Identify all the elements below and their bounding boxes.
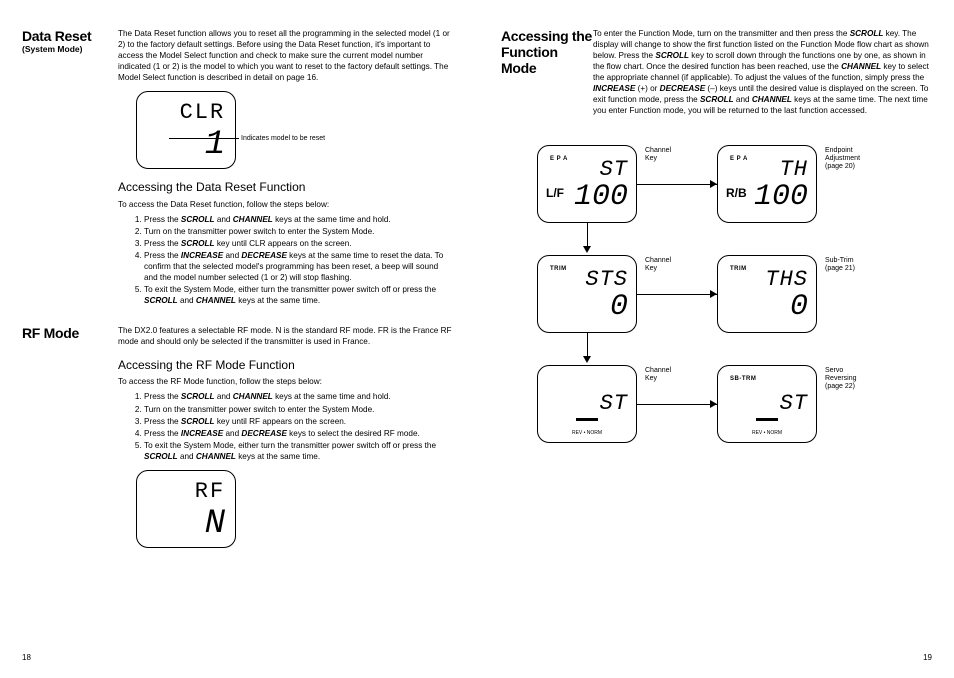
- section-label: Data Reset (System Mode): [22, 28, 118, 307]
- steps-list-rf: Press the SCROLL and CHANNEL keys at the…: [118, 391, 453, 461]
- connector: [637, 404, 717, 405]
- lcd-annotation: Indicates model to be reset: [241, 134, 325, 143]
- flowchart: E P A ST L/F 100 E P A TH R/B 100 TRIM S…: [527, 145, 907, 465]
- bar-icon: [756, 418, 778, 421]
- connector: [587, 223, 588, 248]
- rf-mode-section: RF Mode The DX2.0 features a selectable …: [22, 325, 453, 558]
- lcd-main: N: [147, 507, 225, 541]
- lcd-rf: RF N: [136, 470, 236, 548]
- page-number: 19: [923, 653, 932, 662]
- lcd-top: RF: [147, 477, 225, 507]
- connector: [637, 184, 717, 185]
- tiny-label: REV • NORM: [538, 430, 636, 436]
- flow-box-trim-sts: TRIM STS 0: [537, 255, 637, 333]
- mini-label: TRIM: [550, 266, 648, 272]
- section-subtitle: (System Mode): [22, 44, 118, 54]
- lead-text: To access the RF Mode function, follow t…: [118, 376, 453, 387]
- step-item: Press the SCROLL and CHANNEL keys at the…: [144, 391, 453, 402]
- sub-heading: Accessing the RF Mode Function: [118, 357, 453, 373]
- flow-box-sbtrm-st-l: ST REV • NORM: [537, 365, 637, 443]
- page-18: Data Reset (System Mode) The Data Reset …: [22, 28, 477, 660]
- sub-heading: Accessing the Data Reset Function: [118, 179, 453, 195]
- intro-text: The DX2.0 features a selectable RF mode.…: [118, 325, 453, 347]
- arrow-right-icon: [710, 290, 717, 298]
- step-item: Press the SCROLL key until CLR appears o…: [144, 238, 453, 249]
- bar-icon: [576, 418, 598, 421]
- step-item: To exit the System Mode, either turn the…: [144, 284, 453, 306]
- page-19: Accessing the Function Mode To enter the…: [477, 28, 932, 660]
- note-servo: Servo Reversing (page 22): [825, 367, 857, 392]
- box-lf: L/F: [546, 186, 564, 200]
- flow-box-epa-th: E P A TH R/B 100: [717, 145, 817, 223]
- step-item: Press the INCREASE and DECREASE keys to …: [144, 428, 453, 439]
- box-huge: 0: [726, 294, 808, 321]
- tiny-label: REV • NORM: [718, 430, 816, 436]
- box-huge: 0: [546, 294, 628, 321]
- section-label: Accessing the Function Mode: [501, 28, 593, 121]
- box-big: ST: [546, 391, 628, 416]
- step-item: Turn on the transmitter power switch to …: [144, 226, 453, 237]
- function-mode-section: Accessing the Function Mode To enter the…: [501, 28, 932, 121]
- note-channel-key-3: Channel Key: [645, 367, 671, 384]
- mini-label: E P A: [550, 156, 648, 162]
- box-lf: R/B: [726, 186, 747, 200]
- section-body: The Data Reset function allows you to re…: [118, 28, 453, 307]
- lcd-clr: CLR 1 Indicates model to be reset: [136, 91, 236, 169]
- arrow-down-icon: [583, 356, 591, 363]
- step-item: Turn on the transmitter power switch to …: [144, 404, 453, 415]
- section-title: RF Mode: [22, 325, 118, 341]
- box-big: ST: [726, 391, 808, 416]
- step-item: Press the INCREASE and DECREASE keys at …: [144, 250, 453, 283]
- data-reset-section: Data Reset (System Mode) The Data Reset …: [22, 28, 453, 307]
- lcd-top: CLR: [147, 98, 225, 128]
- mini-label: SB-TRM: [730, 376, 828, 382]
- intro-text: The Data Reset function allows you to re…: [118, 28, 453, 83]
- section-title: Accessing the Function Mode: [501, 28, 593, 76]
- arrow-right-icon: [710, 180, 717, 188]
- mini-label: TRIM: [730, 266, 828, 272]
- step-item: To exit the System Mode, either turn the…: [144, 440, 453, 462]
- intro-text: To enter the Function Mode, turn on the …: [593, 28, 932, 117]
- arrow-down-icon: [583, 246, 591, 253]
- section-title: Data Reset: [22, 28, 118, 44]
- note-channel-key-1: Channel Key: [645, 147, 671, 164]
- connector: [587, 333, 588, 358]
- flow-box-trim-ths: TRIM THS 0: [717, 255, 817, 333]
- connector: [637, 294, 717, 295]
- lcd-main: 1: [147, 128, 225, 162]
- step-item: Press the SCROLL key until RF appears on…: [144, 416, 453, 427]
- note-endpoint: Endpoint Adjustment (page 20): [825, 147, 860, 172]
- note-channel-key-2: Channel Key: [645, 257, 671, 274]
- lead-text: To access the Data Reset function, follo…: [118, 199, 453, 210]
- note-subtrim: Sub-Trim (page 21): [825, 257, 855, 274]
- mini-label: E P A: [730, 156, 828, 162]
- section-label: RF Mode: [22, 325, 118, 558]
- steps-list-data-reset: Press the SCROLL and CHANNEL keys at the…: [118, 214, 453, 307]
- section-body: To enter the Function Mode, turn on the …: [593, 28, 932, 121]
- arrow-right-icon: [710, 400, 717, 408]
- page-number: 18: [22, 653, 31, 662]
- step-item: Press the SCROLL and CHANNEL keys at the…: [144, 214, 453, 225]
- flow-box-epa-st: E P A ST L/F 100: [537, 145, 637, 223]
- flow-box-sbtrm-st-r: SB-TRM ST REV • NORM: [717, 365, 817, 443]
- section-body: The DX2.0 features a selectable RF mode.…: [118, 325, 453, 558]
